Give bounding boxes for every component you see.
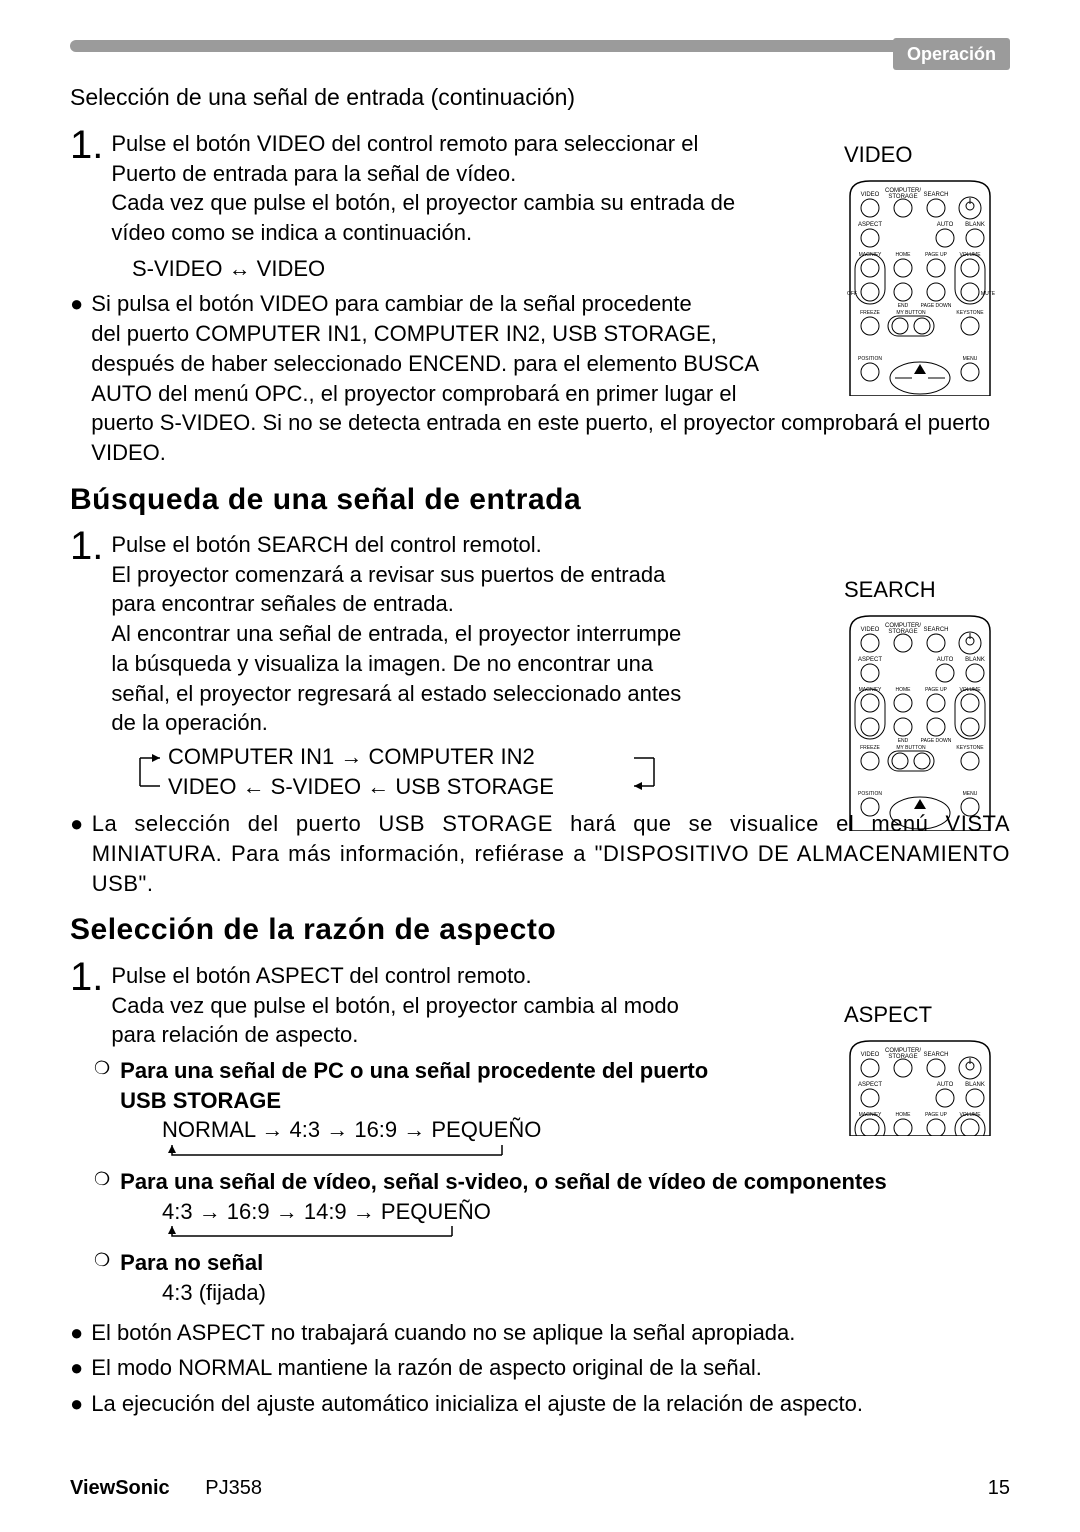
svg-text:BLANK: BLANK [965, 222, 985, 228]
sec3-p1: Pulse el botón ASPECT del control remoto… [111, 961, 1010, 991]
page-number: 15 [988, 1475, 1010, 1502]
svg-text:MY BUTTON: MY BUTTON [896, 745, 926, 751]
svg-text:ASPECT: ASPECT [858, 1082, 882, 1088]
svg-text:BLANK: BLANK [965, 1082, 985, 1088]
svg-text:PAGE UP: PAGE UP [925, 1112, 948, 1118]
svg-text:VIDEO: VIDEO [861, 627, 880, 633]
svg-text:MAGNIFY: MAGNIFY [859, 687, 882, 693]
footer-model: PJ358 [205, 1477, 262, 1499]
sec3-sub2-seq: 4:3 → 16:9 → 14:9 → PEQUEÑO [162, 1197, 1010, 1227]
remote-video-block: VIDEO VIDEO COMPUTER/STORAGE SEARCH ASPE… [840, 140, 1000, 403]
sec3-bullet3: ● La ejecución del ajuste automático ini… [70, 1389, 1010, 1419]
remote-label-video: VIDEO [840, 140, 1000, 170]
svg-text:PAGE DOWN: PAGE DOWN [921, 303, 952, 309]
svg-text:POSITION: POSITION [858, 356, 882, 362]
sec2-p1: Pulse el botón SEARCH del control remoto… [111, 530, 1010, 560]
sec2-heading: Búsqueda de una señal de entrada [70, 480, 1010, 521]
sec3-b1: El botón ASPECT no trabajará cuando no s… [91, 1318, 795, 1348]
sec3-sub2: ❍ Para una señal de vídeo, señal s-video… [70, 1167, 1010, 1197]
svg-text:MAGNIFY: MAGNIFY [859, 252, 882, 258]
svg-text:MENU: MENU [963, 791, 978, 797]
svg-text:HOME: HOME [896, 687, 912, 693]
sec3-sub2-title: Para una señal de vídeo, señal s-video, … [120, 1167, 887, 1197]
svg-text:MUTE: MUTE [981, 291, 996, 297]
sec1-b1e: puerto S-VIDEO. Si no se detecta entrada… [91, 408, 1010, 467]
svg-text:VIDEO: VIDEO [861, 1052, 880, 1058]
remote-diagram-search: VIDEO COMPUTER/STORAGE SEARCH ASPECT AUT… [840, 611, 1000, 831]
svg-text:STORAGE: STORAGE [888, 194, 917, 200]
svg-text:MAGNIFY: MAGNIFY [859, 1112, 882, 1118]
remote-diagram-aspect: VIDEO COMPUTER/STORAGE SEARCH ASPECT AUT… [840, 1036, 1000, 1136]
header-divider: Operación [70, 40, 1010, 62]
svg-text:ASPECT: ASPECT [858, 222, 882, 228]
step-number: 1. [70, 125, 103, 248]
sec3-sub1-title: Para una señal de PC o una señal procede… [120, 1056, 760, 1115]
remote-search-block: SEARCH VIDEO COMPUTER/STORAGE SEARCH ASP… [840, 575, 1000, 838]
svg-text:END: END [898, 303, 909, 309]
svg-text:VOLUME: VOLUME [959, 1112, 981, 1118]
sec3-sub3-title: Para no señal [120, 1248, 263, 1278]
svg-text:PAGE DOWN: PAGE DOWN [921, 738, 952, 744]
remote-label-search: SEARCH [840, 575, 1000, 605]
svg-text:END: END [898, 738, 909, 744]
svg-text:SEARCH: SEARCH [923, 627, 948, 633]
sec3-bullet1: ● El botón ASPECT no trabajará cuando no… [70, 1318, 1010, 1348]
svg-text:MY BUTTON: MY BUTTON [896, 310, 926, 316]
step-number: 1. [70, 957, 103, 1050]
page-footer: ViewSonic PJ358 15 [70, 1475, 1010, 1502]
step-number: 1. [70, 526, 103, 738]
svg-text:HOME: HOME [896, 1112, 912, 1118]
svg-text:KEYSTONE: KEYSTONE [956, 745, 984, 751]
sec3-sub3: ❍ Para no señal [70, 1248, 1010, 1278]
svg-text:VIDEO: VIDEO [861, 192, 880, 198]
svg-text:HOME: HOME [896, 252, 912, 258]
svg-text:ASPECT: ASPECT [858, 657, 882, 663]
svg-text:POSITION: POSITION [858, 791, 882, 797]
sec1-title: Selección de una señal de entrada (conti… [70, 82, 1010, 113]
svg-text:STORAGE: STORAGE [888, 1054, 917, 1060]
remote-diagram-video: VIDEO COMPUTER/STORAGE SEARCH ASPECT AUT… [840, 176, 1000, 396]
footer-brand: ViewSonic [70, 1477, 170, 1499]
svg-text:AUTO: AUTO [937, 1082, 954, 1088]
svg-text:FREEZE: FREEZE [860, 310, 880, 316]
sec3-heading: Selección de la razón de aspecto [70, 910, 1010, 951]
svg-text:SEARCH: SEARCH [923, 192, 948, 198]
svg-text:STORAGE: STORAGE [888, 629, 917, 635]
svg-text:VOLUME: VOLUME [959, 687, 981, 693]
svg-text:OFF: OFF [847, 291, 857, 297]
sec3-b3: La ejecución del ajuste automático inici… [91, 1389, 863, 1419]
svg-text:AUTO: AUTO [937, 222, 954, 228]
svg-text:SEARCH: SEARCH [923, 1052, 948, 1058]
remote-aspect-block: ASPECT VIDEO COMPUTER/STORAGE SEARCH ASP… [840, 1000, 1000, 1143]
svg-text:FREEZE: FREEZE [860, 745, 880, 751]
sec3-bullet2: ● El modo NORMAL mantiene la razón de as… [70, 1353, 1010, 1383]
remote-label-aspect: ASPECT [840, 1000, 1000, 1030]
sec3-sub3-seq: 4:3 (fijada) [162, 1278, 1010, 1308]
svg-text:BLANK: BLANK [965, 657, 985, 663]
svg-text:VOLUME: VOLUME [959, 252, 981, 258]
svg-text:PAGE UP: PAGE UP [925, 252, 948, 258]
sec3-b2: El modo NORMAL mantiene la razón de aspe… [91, 1353, 762, 1383]
svg-text:KEYSTONE: KEYSTONE [956, 310, 984, 316]
svg-text:AUTO: AUTO [937, 657, 954, 663]
svg-text:MENU: MENU [963, 356, 978, 362]
header-tag: Operación [893, 38, 1010, 70]
svg-text:PAGE UP: PAGE UP [925, 687, 948, 693]
